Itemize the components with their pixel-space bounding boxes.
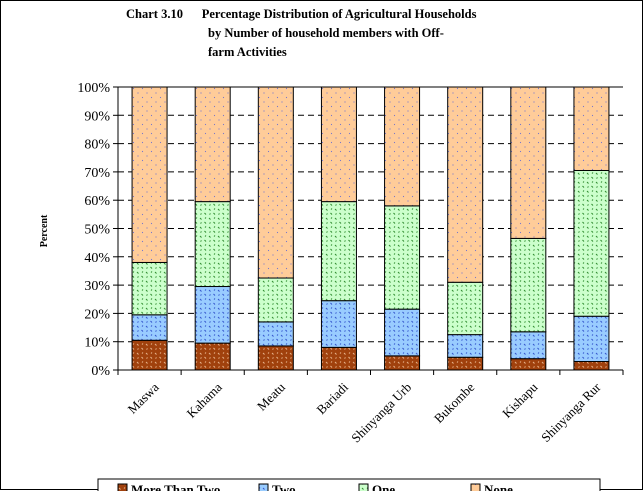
bar-segment-one (447, 281, 484, 336)
bar-segment-one (510, 237, 547, 333)
legend-label: None (484, 482, 513, 491)
x-tick-label: Bariadi (313, 379, 351, 417)
chart-title-line-1: Chart 3.10 Percentage Distribution of Ag… (126, 7, 477, 21)
bar-segment-two (573, 315, 610, 363)
bar-segment-more-than-two (573, 361, 610, 371)
y-tick-label: 90% (84, 109, 110, 124)
bar-segment-one (194, 201, 231, 288)
bar-segment-one (320, 201, 357, 302)
bar-segment-none (194, 86, 231, 203)
bar-segment-more-than-two (131, 339, 168, 371)
bar-segment-none (573, 86, 610, 171)
bar-segment-one (257, 277, 294, 323)
legend: More Than Two Two One None (97, 478, 601, 491)
axes (113, 86, 624, 375)
bar-segment-one (384, 205, 421, 310)
chart-title-line-2: by Number of household members with Off- (208, 26, 444, 40)
x-tick-label: Kahama (184, 379, 225, 420)
bar-segment-two (194, 286, 231, 344)
bar-segment-two (384, 308, 421, 357)
bar-segment-none (320, 86, 357, 203)
y-tick-labels: 0% 10% 20% 30% 40% 50% 60% 70% 80% 90% 100% (77, 81, 110, 379)
y-tick-label: 30% (84, 279, 110, 294)
bar-segment-two (510, 331, 547, 360)
y-tick-label: 20% (84, 307, 110, 322)
x-tick-label: Maswa (125, 379, 162, 416)
y-axis-label: Percent (39, 214, 50, 247)
x-tick-label: Shinyanga Rur (538, 379, 604, 445)
x-tick-label: Shinyanga Urb (348, 380, 414, 446)
bar-segment-more-than-two (257, 345, 294, 371)
legend-label: Two (272, 482, 296, 491)
x-tick-label: Meatu (254, 379, 288, 413)
bars-group (131, 86, 610, 371)
bar-segment-more-than-two (320, 346, 357, 371)
legend-swatch-none (470, 483, 481, 491)
bar-segment-none (447, 86, 484, 283)
gridlines (118, 114, 623, 343)
bar-segment-more-than-two (510, 358, 547, 371)
bar-segment-none (131, 86, 168, 263)
legend-swatch-more-than-two (117, 483, 128, 491)
x-tick-label: Kishapu (499, 379, 541, 421)
legend-swatch-one (358, 483, 369, 491)
legend-swatch-two (258, 483, 269, 491)
legend-label: More Than Two (131, 482, 220, 491)
y-tick-label: 70% (84, 166, 110, 181)
bar-segment-none (510, 86, 547, 239)
bar-segment-two (131, 314, 168, 341)
bar-segment-more-than-two (447, 356, 484, 371)
bar-segment-none (257, 86, 294, 279)
bar-segment-more-than-two (194, 342, 231, 371)
bar-segment-none (384, 86, 421, 207)
y-tick-label: 50% (84, 223, 110, 238)
bar-segment-one (131, 261, 168, 316)
y-tick-label: 10% (84, 336, 110, 351)
bar-segment-one (573, 169, 610, 317)
y-tick-label: 40% (84, 251, 110, 266)
bar-segment-two (320, 300, 357, 348)
y-tick-label: 100% (77, 81, 110, 96)
y-tick-label: 80% (84, 138, 110, 153)
y-tick-label: 0% (91, 364, 110, 379)
x-tick-label: Bukombe (431, 379, 478, 426)
y-tick-label: 60% (84, 194, 110, 209)
bar-segment-two (447, 334, 484, 358)
bar-segment-more-than-two (384, 355, 421, 371)
bar-segment-two (257, 321, 294, 347)
chart-title-line-3: farm Activities (208, 45, 287, 59)
legend-label: One (372, 482, 395, 491)
